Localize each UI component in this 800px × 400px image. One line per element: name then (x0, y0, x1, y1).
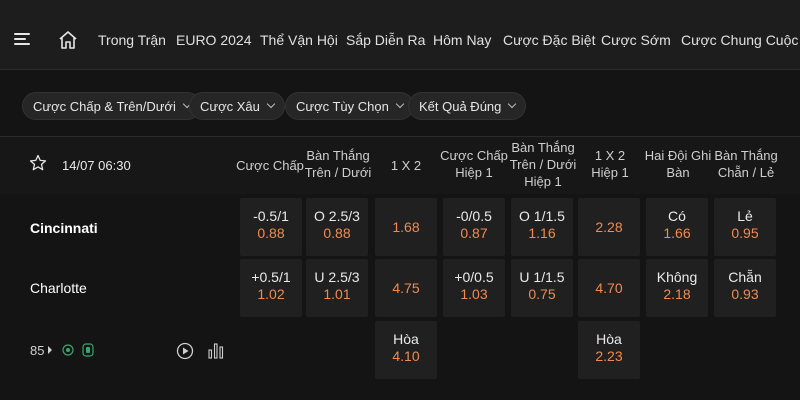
star-icon[interactable] (29, 154, 47, 172)
home-h1-handicap-cell[interactable]: -0/0.5 0.87 (443, 198, 505, 256)
home-icon[interactable] (57, 29, 79, 51)
column-header-h1-over-under-text: Bàn Thắng Trên / Dưới Hiệp 1 (509, 140, 577, 189)
draw-label: Hòa (596, 331, 622, 347)
handicap-line: -0/0.5 (456, 208, 492, 224)
match-header: 14/07 06:30 Cược Chấp Bàn Thắng Trên / D… (0, 136, 800, 194)
column-header-h1-handicap: Cược Chấp Hiệp 1 (438, 147, 510, 181)
odd-value: 1.66 (663, 225, 691, 241)
column-header-h1-over-under: Bàn Thắng Trên / Dưới Hiệp 1 (508, 139, 578, 190)
nav-special-bets[interactable]: Cược Đặc Biệt (503, 32, 596, 48)
over-under-line: O 1/1.5 (519, 208, 565, 224)
btts-yes-cell[interactable]: Có 1.66 (646, 198, 708, 256)
handicap-line: +0.5/1 (251, 269, 291, 285)
odd-value: 2.18 (663, 286, 691, 302)
stats-icon[interactable] (207, 341, 225, 359)
odd-value: 1.16 (528, 225, 556, 241)
video-badge-icon (82, 343, 94, 357)
away-team-name: Charlotte (30, 280, 87, 296)
away-h1-over-under-cell[interactable]: U 1/1.5 0.75 (511, 259, 573, 317)
odd-even-label: Lẻ (737, 208, 753, 224)
column-header-h1-1x2: 1 X 2 Hiệp 1 (578, 147, 642, 181)
filter-label: Cược Chấp & Trên/Dưới (33, 98, 176, 114)
away-over-under-cell[interactable]: U 2.5/3 1.01 (306, 259, 368, 317)
column-header-btts-text: Hai Đội Ghi Bàn (644, 148, 712, 180)
handicap-line: +0/0.5 (454, 269, 494, 285)
odd-value: 2.23 (595, 348, 623, 364)
even-cell[interactable]: Chẵn 0.93 (714, 259, 776, 317)
home-handicap-cell[interactable]: -0.5/1 0.88 (240, 198, 302, 256)
nav-in-play[interactable]: Trong Trận (98, 32, 166, 48)
nav-olympics[interactable]: Thể Vận Hội (260, 32, 338, 48)
live-badge-icon (62, 344, 74, 356)
odd-cell[interactable]: Lẻ 0.95 (714, 198, 776, 256)
handicap-line: -0.5/1 (253, 208, 289, 224)
filter-handicap-over-under[interactable]: Cược Chấp & Trên/Dưới (22, 92, 201, 120)
nav-upcoming[interactable]: Sắp Diễn Ra (346, 32, 426, 48)
draw-1x2-cell[interactable]: Hòa 4.10 (375, 321, 437, 379)
nav-euro-2024[interactable]: EURO 2024 (176, 32, 252, 48)
column-header-odd-even: Bàn Thắng Chẵn / Lẻ (712, 147, 780, 181)
odd-even-label: Chẵn (728, 269, 762, 285)
kickoff-time: 14/07 06:30 (62, 158, 131, 173)
home-h1-over-under-cell[interactable]: O 1/1.5 1.16 (511, 198, 573, 256)
home-1x2-cell[interactable]: 1.68 (375, 198, 437, 256)
filter-custom-bets[interactable]: Cược Tùy Chọn (285, 92, 414, 120)
column-header-odd-even-text: Bàn Thắng Chẵn / Lẻ (714, 148, 778, 180)
filter-label: Cược Tùy Chọn (296, 98, 389, 114)
nav-today[interactable]: Hôm Nay (433, 32, 492, 48)
odd-value: 0.87 (460, 225, 488, 241)
home-team-name: Cincinnati (30, 220, 98, 236)
odd-value: 4.70 (595, 280, 623, 296)
odd-value: 4.10 (392, 348, 420, 364)
chevron-down-icon (395, 99, 405, 109)
more-markets-number: 85 (30, 343, 45, 358)
nav-early-bets[interactable]: Cược Sớm (601, 32, 671, 48)
filter-bar: Cược Chấp & Trên/Dưới Cược Xâu Cược Tùy … (0, 70, 800, 136)
odd-value: 1.03 (460, 286, 488, 302)
odd-value: 1.01 (323, 286, 351, 302)
over-under-line: U 1/1.5 (519, 269, 565, 285)
odd-value: 4.75 (392, 280, 420, 296)
away-handicap-cell[interactable]: +0.5/1 1.02 (240, 259, 302, 317)
btts-label: Không (656, 269, 698, 285)
odd-value: 0.88 (323, 225, 351, 241)
away-1x2-cell[interactable]: 4.75 (375, 259, 437, 317)
chevron-down-icon (508, 99, 517, 109)
odd-value: 2.28 (595, 219, 623, 235)
more-markets-count[interactable]: 85 (30, 343, 53, 358)
away-h1-1x2-cell[interactable]: 4.70 (578, 259, 640, 317)
column-header-btts: Hai Đội Ghi Bàn (642, 147, 714, 181)
column-header-over-under-text: Bàn Thắng Trên / Dưới (304, 148, 372, 180)
filter-correct-score[interactable]: Kết Quả Đúng (408, 92, 527, 120)
play-icon[interactable] (176, 342, 194, 360)
column-header-1x2: 1 X 2 (390, 158, 422, 173)
btts-no-cell[interactable]: Không 2.18 (646, 259, 708, 317)
chevron-down-icon (266, 99, 276, 109)
btts-label: Có (668, 208, 686, 224)
column-header-h1-1x2-text: 1 X 2 Hiệp 1 (591, 148, 629, 180)
column-header-h1-handicap-text: Cược Chấp Hiệp 1 (440, 148, 508, 180)
odd-value: 0.95 (731, 225, 759, 241)
nav-outright-bets[interactable]: Cược Chung Cuộc (681, 32, 799, 48)
over-under-line: U 2.5/3 (314, 269, 360, 285)
odd-value: 1.02 (257, 286, 285, 302)
draw-h1-1x2-cell[interactable]: Hòa 2.23 (578, 321, 640, 379)
filter-label: Kết Quả Đúng (419, 98, 502, 114)
top-navigation: Trong Trận EURO 2024 Thể Vận Hội Sắp Diễ… (0, 0, 800, 70)
odd-value: 0.75 (528, 286, 556, 302)
over-under-line: O 2.5/3 (314, 208, 360, 224)
odd-value: 0.88 (257, 225, 285, 241)
menu-icon[interactable] (14, 33, 32, 47)
column-header-handicap: Cược Chấp (236, 158, 304, 173)
filter-label: Cược Xâu (200, 98, 260, 114)
home-over-under-cell[interactable]: O 2.5/3 0.88 (306, 198, 368, 256)
away-h1-handicap-cell[interactable]: +0/0.5 1.03 (443, 259, 505, 317)
home-h1-1x2-cell[interactable]: 2.28 (578, 198, 640, 256)
draw-label: Hòa (393, 331, 419, 347)
filter-parlay[interactable]: Cược Xâu (189, 92, 285, 120)
column-header-over-under: Bàn Thắng Trên / Dưới (302, 147, 374, 181)
odd-value: 1.68 (392, 219, 420, 235)
odd-value: 0.93 (731, 286, 759, 302)
chevron-right-icon (48, 346, 53, 354)
